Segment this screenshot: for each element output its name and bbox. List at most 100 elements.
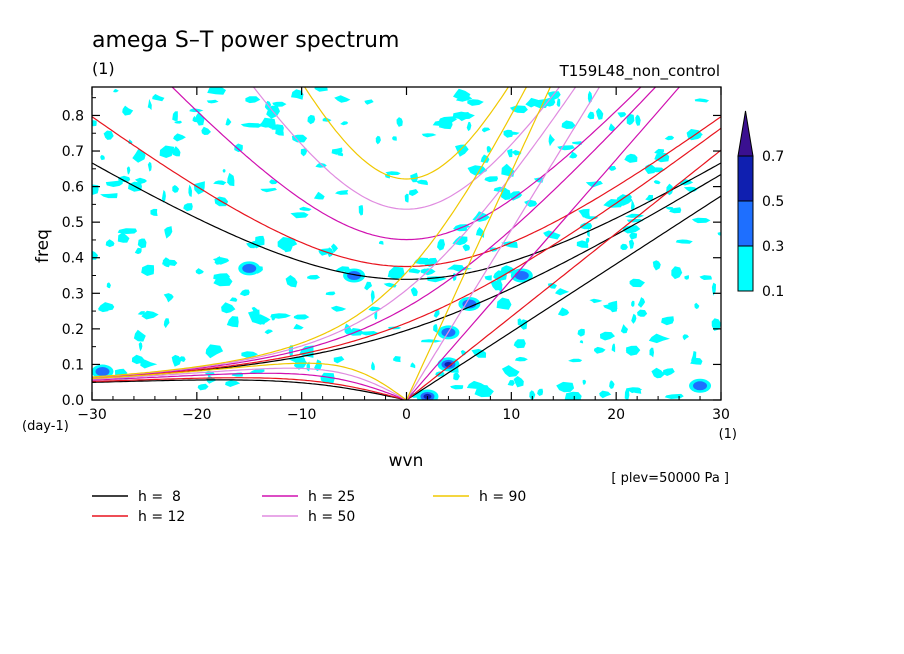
contour-blob xyxy=(572,141,582,145)
colorbar: 0.1 0.3 0.5 0.7 xyxy=(737,110,784,300)
contour-blob xyxy=(579,222,593,230)
contour-blob xyxy=(213,276,233,287)
contour-blob xyxy=(467,99,484,106)
contour-blob xyxy=(507,148,513,158)
contour-blob xyxy=(682,334,689,341)
contour-blob xyxy=(370,290,375,304)
hotspot-mid xyxy=(514,271,529,281)
contour-blob xyxy=(594,346,606,354)
contour-blob xyxy=(437,239,445,251)
contour-blob xyxy=(629,387,642,394)
contour-blob xyxy=(358,331,379,336)
level-label: [ plev=50000 Pa ] xyxy=(611,471,729,486)
contour-blob xyxy=(624,388,630,400)
contour-blob xyxy=(201,126,211,135)
y-tick-label: 0.0 xyxy=(62,393,84,409)
contour-blob xyxy=(625,346,640,352)
contour-blob xyxy=(314,359,322,372)
contour-blob xyxy=(585,237,590,244)
hotspot-mid xyxy=(462,299,477,309)
contour-blob xyxy=(162,257,171,268)
units-label: (1) xyxy=(92,59,115,78)
contour-blob xyxy=(576,240,589,248)
contour-blob xyxy=(161,189,166,203)
contour-blob xyxy=(408,189,419,196)
contour-blob xyxy=(513,339,526,349)
contour-blob xyxy=(344,323,352,335)
contour-blob xyxy=(195,111,205,126)
contour-blob xyxy=(408,268,422,274)
contour-blob xyxy=(392,136,397,141)
contour-blob xyxy=(410,287,418,297)
contour-blob xyxy=(137,311,145,315)
x-axis: −30 −20 −10 0 10 20 30 xyxy=(77,87,730,423)
contour-blob xyxy=(269,179,278,185)
contour-blob xyxy=(484,176,498,183)
contour-blob xyxy=(496,297,512,310)
contour-blob xyxy=(226,316,239,328)
contour-blob xyxy=(599,390,612,399)
x-tick-label: 30 xyxy=(712,407,730,423)
contour-blob xyxy=(507,380,515,386)
contour-blob xyxy=(140,359,158,369)
x-tick-label: 10 xyxy=(502,407,520,423)
contour-blob xyxy=(652,260,661,271)
contour-blob xyxy=(325,291,336,296)
dispersion-curve xyxy=(92,377,407,400)
contour-blob xyxy=(364,99,374,105)
contour-blob xyxy=(245,96,261,104)
hotspot-mid xyxy=(693,381,708,391)
contour-blob xyxy=(227,172,235,187)
contour-blob xyxy=(135,177,147,185)
contour-blob xyxy=(330,305,347,312)
contour-blob xyxy=(105,239,115,248)
contour-blob xyxy=(631,313,637,324)
contour-blob xyxy=(543,230,561,240)
contour-blob xyxy=(684,275,689,280)
contour-blob xyxy=(172,146,181,157)
contour-blob xyxy=(234,143,243,153)
contour-blob xyxy=(694,302,700,309)
contour-blob xyxy=(117,232,130,243)
contour-blob xyxy=(150,208,158,216)
contour-blob xyxy=(648,333,670,344)
contour-blob xyxy=(172,111,178,121)
contour-blob xyxy=(293,314,310,320)
contour-blob xyxy=(239,289,250,297)
contour-blob xyxy=(547,283,557,289)
contour-blob xyxy=(481,127,491,133)
contour-blob xyxy=(229,297,238,302)
contour-blob xyxy=(608,300,618,313)
contour-blob xyxy=(192,116,199,123)
contour-blob xyxy=(484,275,492,281)
x-unit-label: (1) xyxy=(719,427,737,442)
contour-blob xyxy=(288,345,294,357)
contour-blob xyxy=(555,288,570,296)
contour-blob xyxy=(450,385,464,390)
contour-blob xyxy=(624,153,638,163)
contour-blob xyxy=(285,275,298,288)
contour-blob xyxy=(421,133,437,138)
y-axis: 0.0 0.1 0.2 0.3 0.4 0.5 0.6 0.7 0.8 xyxy=(62,97,721,409)
contour-blob xyxy=(138,342,143,352)
contour-blob xyxy=(608,166,617,171)
contour-blob xyxy=(126,166,131,175)
contour-blob xyxy=(432,120,451,126)
dispersion-curve xyxy=(92,87,577,378)
contour-blob xyxy=(300,148,307,157)
contour-blob xyxy=(596,108,604,120)
contour-blob xyxy=(307,274,321,280)
contour-blob xyxy=(654,148,665,155)
contour-blob xyxy=(393,356,401,363)
contour-blob xyxy=(649,347,654,358)
contour-blob xyxy=(164,226,173,239)
contour-blob xyxy=(113,89,119,93)
legend-label: h = 90 xyxy=(479,489,526,505)
contour-blob xyxy=(331,147,343,155)
contour-blob xyxy=(694,98,710,103)
legend-label: h = 25 xyxy=(308,489,355,505)
contour-blob xyxy=(291,134,308,143)
contour-blob xyxy=(131,354,145,365)
contour-blob xyxy=(651,367,665,379)
contour-blob xyxy=(272,101,287,107)
